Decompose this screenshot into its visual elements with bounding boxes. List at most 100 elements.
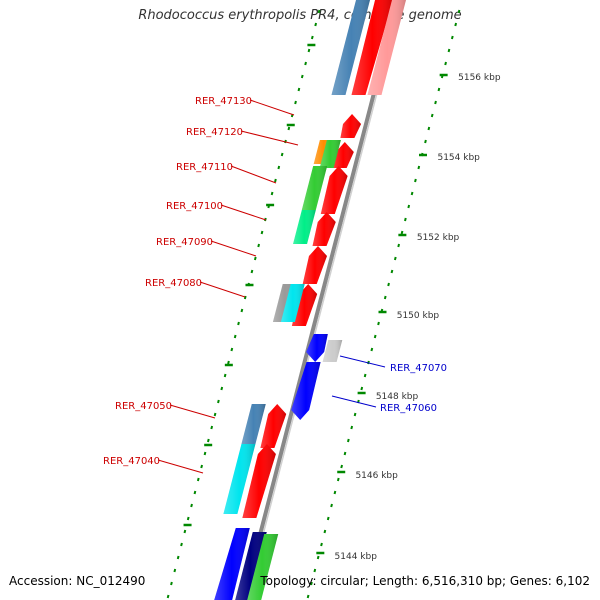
scale-label: 5156 kbp — [458, 73, 501, 83]
gene-category-springgreen-shade — [293, 210, 316, 244]
ruler-dots-left — [213, 412, 217, 417]
gene-category-cyan[interactable] — [223, 444, 256, 514]
ruler-dots-left — [314, 22, 318, 27]
gene-forward-shade — [351, 0, 394, 95]
ruler-dots-right — [333, 490, 337, 495]
gene-label[interactable]: RER_47070 — [390, 363, 447, 374]
ruler-dots-left — [280, 152, 284, 157]
gene-label-leader — [339, 355, 386, 368]
gene-label[interactable]: RER_47100 — [166, 201, 223, 212]
gene-forward[interactable] — [340, 114, 362, 138]
gene-forward-shade — [340, 114, 362, 138]
gene-label[interactable]: RER_47090 — [156, 237, 213, 248]
gene-category-cyan[interactable] — [280, 284, 305, 322]
ruler-dots-left — [250, 269, 254, 274]
gene-label[interactable]: RER_47080 — [145, 278, 202, 289]
ruler-dots-right — [457, 9, 461, 14]
ruler-dots-right — [340, 464, 343, 469]
gene-label[interactable]: RER_47120 — [186, 127, 243, 138]
ruler-dots-right — [410, 191, 414, 196]
ruler-dots-right — [310, 581, 313, 586]
gene-label[interactable]: RER_47050 — [115, 401, 172, 412]
ruler-dots-left — [277, 165, 281, 170]
ruler-dots-left — [200, 464, 203, 469]
ruler-dots-right — [377, 321, 380, 326]
ruler-dots-right — [313, 568, 317, 573]
gene-category-navy[interactable] — [234, 532, 267, 600]
gene-forward[interactable] — [302, 246, 327, 284]
ruler-dots-left — [173, 568, 177, 573]
gene-forward-shade — [302, 246, 327, 284]
gene-forward[interactable] — [332, 142, 354, 168]
ruler-dots-left — [186, 516, 190, 521]
ruler-dots-right — [447, 48, 451, 53]
gene-category-lightgrey[interactable] — [322, 340, 343, 362]
gene-reverse[interactable] — [214, 528, 250, 600]
gene-forward-faded[interactable] — [367, 0, 407, 95]
gene-forward-shade — [242, 444, 276, 518]
gene-category-steelblue[interactable] — [241, 404, 266, 444]
ruler-dots-right — [393, 256, 397, 261]
ruler-dots-left — [183, 529, 187, 534]
ruler-dots-right — [414, 178, 417, 183]
gene-forward[interactable] — [351, 0, 394, 95]
ruler-layer: 5156 kbp 5154 kbp 5152 kbp 5150 kbp 5148 kbp… — [166, 9, 501, 599]
gene-forward[interactable] — [242, 444, 276, 518]
gene-category-steelblue-shade — [331, 0, 371, 95]
ruler-dots-right — [323, 529, 327, 534]
ruler-dots-right — [397, 243, 401, 248]
scale-label: 5152 kbp — [417, 233, 460, 243]
gene-label[interactable]: RER_47060 — [380, 403, 437, 414]
gene-reverse[interactable] — [291, 362, 321, 420]
ruler-dots-right — [326, 516, 330, 521]
gene-category-green[interactable] — [319, 140, 341, 168]
gene-forward-shade — [320, 166, 348, 214]
gene-forward[interactable] — [312, 212, 336, 246]
gene-forward-shade — [260, 404, 287, 448]
ruler-dots-left — [310, 35, 314, 40]
ruler-dots-right — [316, 555, 320, 560]
gene-reverse[interactable] — [306, 334, 328, 362]
gene-label[interactable]: RER_47040 — [103, 456, 160, 467]
ruler-dots-right — [360, 386, 364, 391]
ruler-dots-left — [190, 503, 193, 508]
gene-label-leader — [199, 281, 246, 298]
ruler-dots-right — [346, 438, 350, 443]
accession-text: Accession: NC_012490 — [9, 574, 146, 588]
gene-category-green[interactable] — [246, 534, 279, 600]
ruler-dots-right — [353, 412, 357, 417]
ruler-dots-left — [287, 126, 291, 131]
gene-category-green[interactable] — [301, 166, 328, 210]
ruler-dots-right — [450, 35, 454, 40]
ruler-dots-left — [243, 295, 247, 300]
ruler-dots-right — [390, 269, 394, 274]
ruler-dots-right — [306, 594, 310, 599]
genes-layer[interactable] — [214, 0, 407, 600]
gene-category-springgreen[interactable] — [293, 210, 316, 244]
ruler-dots-right — [320, 542, 323, 547]
gene-forward[interactable] — [260, 404, 287, 448]
ruler-dots-left — [304, 61, 307, 66]
ruler-dots-right — [417, 165, 421, 170]
ruler-dots-right — [430, 113, 434, 118]
gene-category-steelblue[interactable] — [331, 0, 371, 95]
gene-forward[interactable] — [320, 166, 348, 214]
ruler-dots-right — [336, 477, 340, 482]
gene-label[interactable]: RER_47110 — [176, 162, 233, 173]
gene-forward[interactable] — [291, 284, 318, 326]
ruler-dots-left — [233, 334, 237, 339]
labels-layer[interactable]: RER_47130 RER_47120 RER_47110 RER_47100 RER_… — [103, 96, 447, 474]
ruler-dots-right — [363, 373, 367, 378]
gene-category-cyan-shade — [223, 444, 256, 514]
ruler-dots-right — [427, 126, 431, 131]
ruler-dots-left — [166, 594, 170, 599]
ruler-dots-right — [383, 295, 387, 300]
ruler-dots-right — [424, 139, 427, 144]
gene-label-leader — [157, 459, 204, 474]
gene-label[interactable]: RER_47130 — [195, 96, 252, 107]
ruler-dots-left — [237, 321, 240, 326]
ruler-dots-left — [217, 399, 220, 404]
ruler-dots-right — [444, 61, 447, 66]
ruler-dots-left — [253, 256, 257, 261]
